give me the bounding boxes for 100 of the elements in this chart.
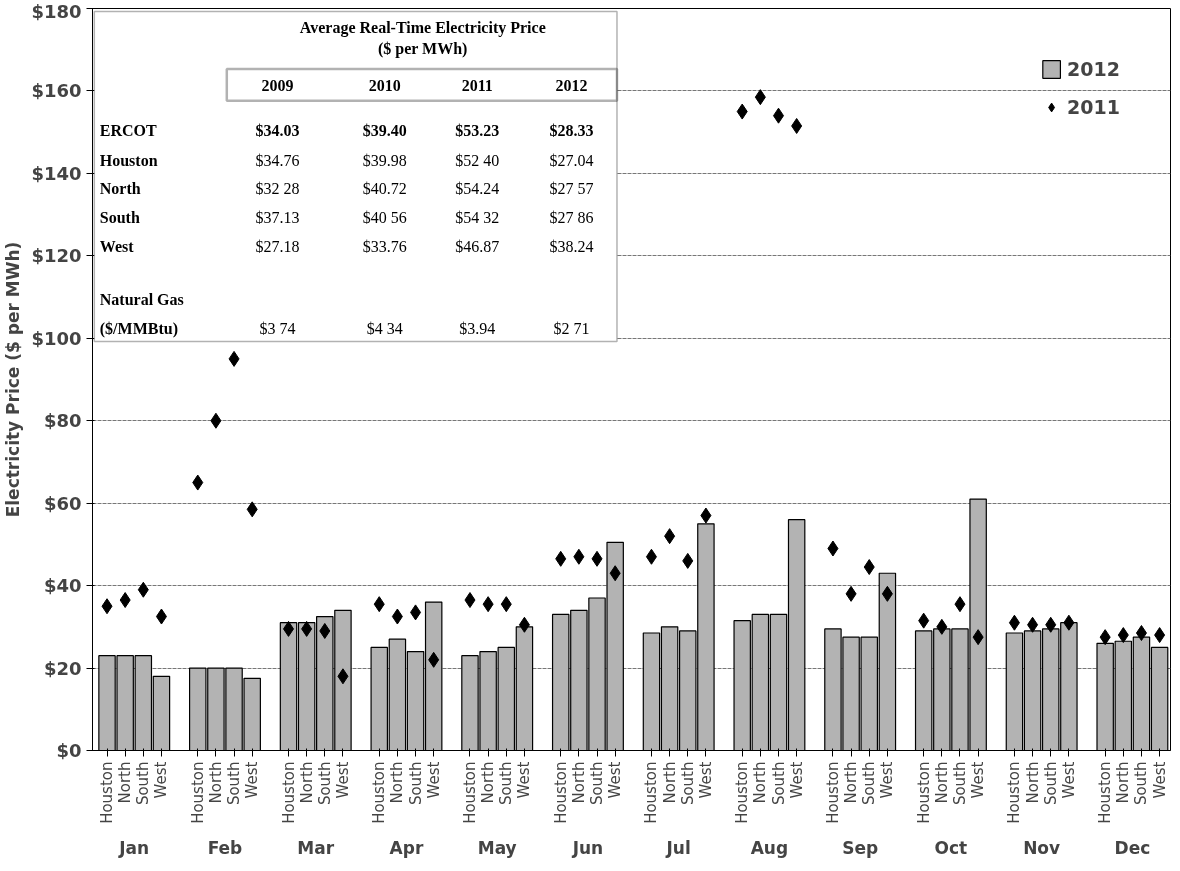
y-tick-label: $60: [43, 492, 82, 514]
text: Sep: [842, 837, 879, 858]
annotation: ($/MMBtu): [99, 320, 178, 339]
x-tick-label: Houston: [279, 761, 298, 824]
text: Apr: [389, 837, 424, 858]
x-tick-label: West: [333, 761, 352, 799]
text: Feb: [207, 837, 243, 858]
text: Dec: [1114, 837, 1151, 858]
x-tick-label: West: [606, 761, 625, 799]
x-tick-label: West: [1150, 761, 1169, 799]
annotation: $28.33: [549, 122, 594, 140]
x-tick-label: South: [1041, 761, 1060, 806]
x-tick-label: North: [206, 761, 225, 804]
x-tick-label: North: [751, 761, 770, 804]
y-tick-label: $0: [56, 740, 82, 761]
annotation: North: [99, 180, 141, 198]
annotation: $52 40: [455, 151, 500, 169]
text: Jan: [118, 837, 150, 858]
annotation: $27 57: [549, 180, 594, 198]
text: Aug: [750, 837, 789, 858]
text: Jun: [571, 837, 604, 858]
x-tick-label: Houston: [1096, 761, 1115, 824]
annotation: $53.23: [455, 122, 500, 140]
x-tick-label: North: [388, 761, 407, 804]
annotation: $54 32: [455, 209, 500, 226]
annotation: 2012: [555, 76, 588, 94]
x-tick-label: South: [769, 761, 788, 806]
x-tick-label: West: [424, 761, 443, 799]
y-axis-title: Electricity Price ($ per MWh): [3, 241, 24, 518]
x-tick-label: North: [297, 761, 316, 804]
x-tick-label: North: [842, 761, 861, 804]
x-tick-label: Houston: [733, 761, 752, 824]
text: May: [477, 837, 517, 858]
annotation: $2 71: [553, 320, 590, 338]
x-tick-label: West: [878, 761, 897, 799]
y-tick-label: $180: [31, 0, 82, 22]
x-tick-label: Houston: [551, 761, 570, 824]
x-tick-label: West: [152, 761, 171, 799]
x-tick-label: South: [860, 761, 879, 806]
y-tick-label: $100: [31, 327, 82, 349]
x-tick-label: Houston: [188, 761, 207, 824]
annotation: $34.03: [255, 122, 300, 140]
text: Mar: [297, 837, 335, 858]
x-tick-label: South: [950, 761, 969, 806]
x-tick-label: Houston: [823, 761, 842, 824]
x-tick-label: Houston: [642, 761, 661, 824]
annotation: South: [99, 209, 140, 226]
x-tick-label: Houston: [914, 761, 933, 824]
x-tick-label: West: [969, 761, 988, 799]
annotation: 2010: [368, 76, 401, 94]
annotation: $32 28: [255, 180, 300, 198]
x-tick-label: North: [1023, 761, 1042, 804]
annotation: $27 86: [549, 209, 594, 226]
x-tick-label: South: [315, 761, 334, 806]
annotation: Average Real-Time Electricity Price: [299, 19, 546, 38]
legend-label: 2011: [1067, 96, 1120, 118]
x-tick-label: North: [116, 761, 135, 804]
x-tick-label: North: [660, 761, 679, 804]
y-tick-label: $40: [43, 575, 82, 597]
x-tick-label: North: [932, 761, 951, 804]
x-tick-label: North: [479, 761, 498, 804]
annotation: $40.72: [362, 180, 407, 198]
y-tick-label: $140: [31, 162, 82, 184]
annotation: 2009: [261, 76, 294, 94]
annotation: ($ per MWh): [377, 40, 468, 59]
annotation: $4 34: [366, 320, 403, 338]
annotation: West: [99, 237, 135, 255]
x-tick-label: South: [134, 761, 153, 806]
y-tick-label: $80: [43, 410, 82, 432]
annotation: $40 56: [362, 209, 407, 226]
y-tick-label: $20: [43, 657, 82, 679]
x-tick-label: Houston: [370, 761, 389, 824]
annotation: 2011: [461, 76, 493, 94]
x-tick-label: South: [678, 761, 697, 806]
x-tick-label: West: [243, 761, 262, 799]
text: Jul: [665, 837, 691, 858]
x-tick-label: South: [225, 761, 244, 806]
annotation: $38.24: [549, 237, 594, 255]
annotation: ERCOT: [99, 122, 157, 140]
x-tick-label: South: [588, 761, 607, 806]
y-tick-label: $120: [31, 245, 82, 267]
x-tick-label: West: [515, 761, 534, 799]
annotation: $46.87: [455, 237, 500, 255]
x-tick-label: South: [1132, 761, 1151, 806]
x-tick-label: Houston: [98, 761, 117, 824]
x-tick-label: Houston: [460, 761, 479, 824]
annotation: $3 74: [259, 320, 296, 338]
text: Oct: [934, 837, 968, 858]
annotation: $3.94: [459, 320, 496, 338]
annotation: Houston: [99, 151, 158, 169]
annotation: $39.40: [362, 122, 407, 140]
x-tick-label: North: [569, 761, 588, 804]
annotation: $33.76: [362, 237, 407, 255]
annotation: $37.13: [255, 209, 300, 226]
x-tick-label: South: [497, 761, 516, 806]
y-tick-label: $160: [31, 80, 82, 102]
x-tick-label: West: [696, 761, 715, 799]
text: Nov: [1023, 837, 1061, 858]
annotation: $54.24: [455, 180, 500, 198]
x-tick-label: West: [1059, 761, 1078, 799]
